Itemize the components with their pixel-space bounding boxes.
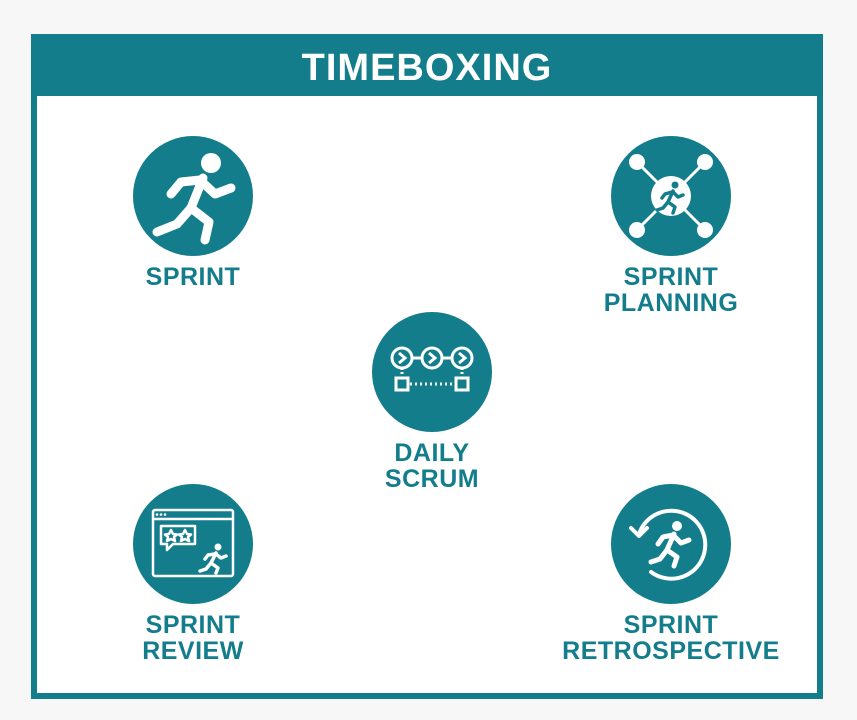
node-label-daily-scrum: DAILY SCRUM: [384, 439, 480, 493]
running-person-icon: [133, 136, 253, 256]
node-label-sprint: SPRINT: [145, 263, 241, 291]
node-sprint-retrospective: SPRINT RETROSPECTIVE: [551, 484, 791, 664]
timeboxing-frame: TIMEBOXING SPRINT: [31, 34, 823, 699]
node-label-sprint-review: SPRINT REVIEW: [142, 611, 244, 665]
title-bar: TIMEBOXING: [37, 40, 817, 96]
daily-flow-icon: [372, 312, 492, 432]
page-title: TIMEBOXING: [301, 46, 553, 89]
network-runner-icon: [611, 136, 731, 256]
node-sprint-review: SPRINT REVIEW: [73, 484, 313, 664]
review-window-icon: [133, 484, 253, 604]
node-daily-scrum: DAILY SCRUM: [312, 312, 552, 492]
retrospective-cycle-icon: [611, 484, 731, 604]
node-sprint: SPRINT: [73, 136, 313, 290]
node-label-sprint-retrospective: SPRINT RETROSPECTIVE: [562, 611, 780, 665]
node-label-sprint-planning: SPRINT PLANNING: [603, 263, 739, 317]
node-sprint-planning: SPRINT PLANNING: [551, 136, 791, 316]
